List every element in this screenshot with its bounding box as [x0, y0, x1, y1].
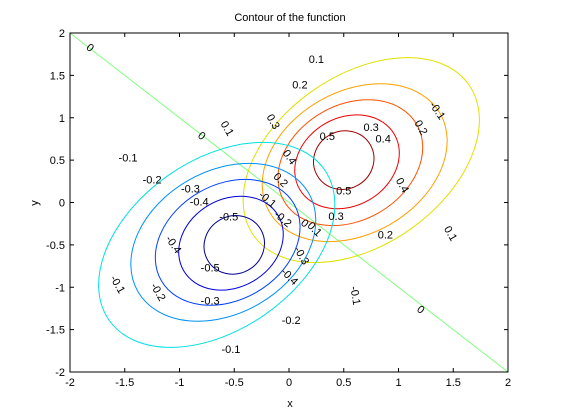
- contour-label: 0.3: [328, 211, 343, 223]
- contour-label: 0.1: [309, 54, 324, 66]
- contour-label: -0.2: [282, 315, 301, 327]
- x-tick-label: 2: [505, 377, 511, 389]
- contour-line-0_3: [277, 99, 424, 227]
- contour-label: 0.2: [292, 79, 307, 91]
- contour-label: 0.3: [363, 122, 378, 134]
- contour-line-0_4: [294, 114, 400, 210]
- x-tick-label: 1: [395, 377, 401, 389]
- x-tick-label: -0.5: [225, 377, 244, 389]
- contour-label: -0.4: [190, 196, 209, 208]
- x-tick-label: 1.5: [446, 377, 461, 389]
- contour-line-0_5: [313, 130, 375, 190]
- contour-label: 0.4: [376, 134, 391, 146]
- contour-line-neg0_5: [203, 215, 265, 275]
- y-tick-label: -2: [55, 367, 65, 379]
- contour-label: -0.1: [221, 344, 240, 356]
- zero-contour-layer: [69, 32, 509, 373]
- x-tick-label: -1.5: [115, 377, 134, 389]
- contour-label: -0.2: [143, 174, 162, 186]
- contour-lines: [98, 57, 480, 348]
- contour-label: 0.5: [336, 185, 351, 197]
- contour-line-0: [69, 32, 509, 373]
- y-tick-label: 1.5: [50, 70, 65, 82]
- x-tick-label: 0.5: [336, 377, 351, 389]
- axis-ticks: -2 -1.5 -1 -0.5 0 0.5 1 1.5 2 -2 -1.5 -1 -0.5 0 0.5 1 1.…: [46, 28, 511, 389]
- y-tick-label: 0.5: [50, 155, 65, 167]
- contour-line-neg0_4: [178, 195, 284, 291]
- contour-line-neg0_1: [98, 141, 336, 348]
- y-tick-label: 1: [59, 113, 65, 125]
- contour-line-neg0_2: [130, 162, 317, 322]
- contour-label: 0.5: [320, 131, 335, 143]
- y-tick-label: 0: [59, 198, 65, 210]
- y-tick-label: -1.5: [46, 325, 65, 337]
- contour-label: -0.3: [201, 296, 220, 308]
- contour-label: -0.5: [219, 212, 238, 224]
- y-tick-label: -0.5: [46, 240, 65, 252]
- y-axis-label: y: [29, 200, 41, 206]
- contour-label: 0.2: [378, 229, 393, 241]
- x-tick-label: -2: [65, 377, 75, 389]
- y-tick-label: 2: [59, 28, 65, 40]
- chart-title: Contour of the function: [234, 12, 345, 24]
- x-axis-label: x: [287, 398, 293, 410]
- contour-label: -0.1: [119, 152, 138, 164]
- x-tick-label: -1: [175, 377, 185, 389]
- x-tick-label: 0: [286, 377, 292, 389]
- contour-line-0_2: [261, 83, 448, 243]
- contour-line-0_1: [242, 57, 480, 264]
- contour-label: -0.1: [347, 285, 362, 306]
- contour-label: -0.5: [201, 263, 220, 275]
- y-tick-label: -1: [55, 282, 65, 294]
- contour-line-neg0_3: [154, 178, 301, 306]
- contour-label: -0.3: [181, 184, 200, 196]
